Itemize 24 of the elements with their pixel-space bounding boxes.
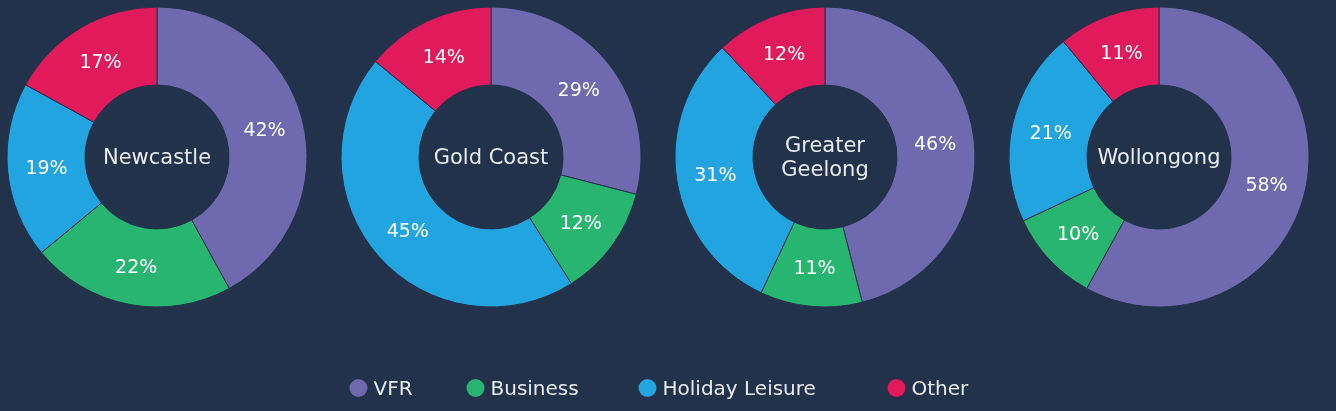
data-label: 12% [559,210,602,233]
data-label: 46% [914,131,957,154]
text: Gold Coast [433,145,549,170]
data-label: 11% [793,256,836,279]
data-label: 19% [25,156,68,179]
text: Newcastle [102,145,212,170]
data-label: 21% [1029,121,1072,144]
data-label: 29% [557,77,600,100]
legend-label: Holiday Leisure [662,376,816,400]
data-label: 31% [694,163,737,186]
data-label: 22% [115,254,158,277]
legend-label: VFR [373,376,413,400]
data-label: 10% [1056,221,1100,244]
legend-label: Other [911,376,970,400]
data-label: 42% [243,118,286,141]
data-label: 17% [79,50,122,73]
data-label: 14% [422,45,465,68]
data-label: 12% [763,42,806,65]
data-label: 45% [386,219,429,242]
text: Wollongong [1097,145,1221,170]
legend-label: Business [490,376,579,400]
data-label: 11% [1100,41,1143,64]
data-label: 58% [1245,173,1288,196]
text: Greater Geelong [781,133,869,182]
